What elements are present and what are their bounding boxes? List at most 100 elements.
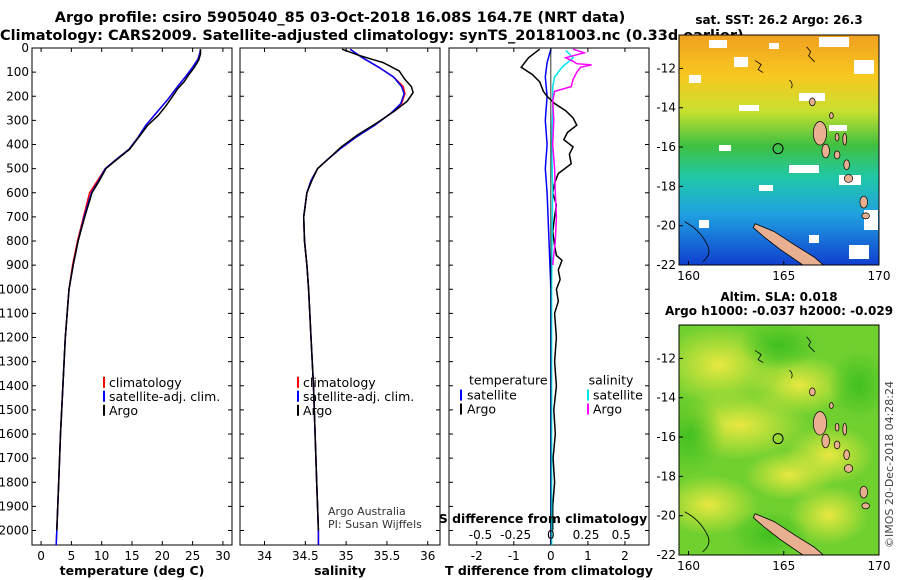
sst-map-title: sat. SST: 26.2 Argo: 26.3	[695, 13, 862, 27]
vanuatu-island	[843, 464, 854, 473]
vanuatu-island	[843, 449, 850, 461]
bathymetry-contour	[789, 79, 793, 89]
vanuatu-island	[821, 143, 830, 159]
argo-float-marker	[772, 143, 784, 155]
difference-xtick-label: 1	[584, 549, 592, 563]
salinity-legend-label: climatology	[303, 375, 376, 390]
profile-panel-salinity: 34 34.5 35 35.5 36 salinity climatologysatelli…	[239, 47, 441, 578]
bathymetry-contour	[754, 60, 764, 73]
map-sla: 160 165 170 -12 -14 -16 -18 -20 -22 Altim. SLA: 0…	[656, 290, 893, 573]
depth-tick-label: 500	[6, 162, 29, 176]
vanuatu-island	[834, 132, 840, 142]
cloud-gap	[789, 165, 819, 173]
sla-field	[679, 325, 879, 555]
salinity-xtick-label: 34	[257, 549, 272, 563]
sla-lat-tick-label: -14	[656, 391, 676, 405]
temperature-series-climatology	[55, 49, 202, 546]
salinity-annotation-line: Argo Australia	[328, 505, 406, 518]
cloud-gap	[719, 145, 731, 151]
difference-s-tick-label: 0.25	[573, 528, 600, 542]
depth-tick-label: 1200	[0, 331, 29, 345]
bathymetry-contour	[806, 336, 815, 353]
temperature-legend-label: Argo	[109, 403, 138, 418]
difference-s-tick-label: 0	[547, 528, 555, 542]
cloud-gap	[759, 185, 773, 191]
vanuatu-island	[834, 422, 840, 432]
sst-field	[679, 35, 879, 265]
salinity-legend-label: Argo	[303, 403, 332, 418]
vanuatu-island	[833, 150, 841, 160]
salinity-xlabel: salinity	[314, 563, 366, 578]
sla-lat-tick-label: -20	[656, 509, 676, 523]
salinity-xtick-label: 35	[338, 549, 353, 563]
vanuatu-island	[861, 212, 870, 220]
sla-low-anomaly	[729, 510, 809, 555]
cloud-gap	[809, 235, 819, 243]
cloud-gap	[699, 220, 709, 228]
salinity-axes-box	[239, 47, 441, 546]
salinity-xtick-label: 34.5	[292, 549, 319, 563]
sla-map-title-line-1: Altim. SLA: 0.018	[720, 290, 837, 304]
sst-lat-tick-label: -16	[656, 140, 676, 154]
sla-high-anomaly	[744, 450, 834, 500]
depth-tick-label: 1100	[0, 306, 29, 320]
vanuatu-island	[809, 387, 816, 397]
difference-s-label: S difference from climatology	[439, 511, 648, 526]
temperature-xtick-label: 0	[37, 549, 45, 563]
vanuatu-island	[809, 97, 816, 107]
difference-series-s-argo	[551, 48, 592, 266]
depth-tick-label: 800	[6, 234, 29, 248]
difference-s-tick-label: -0.5	[469, 528, 492, 542]
salinity-legend-label: satellite-adj. clim.	[303, 389, 414, 404]
sla-high-anomaly	[789, 485, 869, 545]
sla-low-anomaly	[679, 395, 724, 475]
vanuatu-island	[861, 502, 870, 510]
cloud-gap	[854, 60, 874, 74]
depth-tick-label: 0	[21, 41, 29, 55]
difference-axes-box	[448, 47, 650, 546]
temperature-xtick-label: 20	[155, 549, 170, 563]
vanuatu-island	[842, 422, 847, 436]
depth-tick-label: 1800	[0, 475, 29, 489]
salinity-xtick-label: 35.5	[374, 549, 401, 563]
cloud-gap	[799, 93, 825, 101]
salinity-annotation-line: PI: Susan Wijffels	[328, 518, 422, 531]
temperature-xlabel: temperature (deg C)	[60, 563, 205, 578]
depth-tick-label: 400	[6, 138, 29, 152]
difference-legend-label: Argo	[467, 402, 496, 417]
difference-legend-label: satellite	[467, 388, 517, 403]
difference-s-tick-label: -0.25	[500, 528, 531, 542]
bathymetry-contour	[684, 511, 710, 553]
argo-float-marker	[772, 433, 784, 445]
vanuatu-island	[821, 433, 830, 449]
depth-tick-label: 2000	[0, 524, 29, 538]
sla-low-anomaly	[739, 325, 819, 370]
imos-timestamp: ©IMOS 20-Dec-2018 04:28:24	[883, 381, 896, 548]
temperature-series-satellite-adj-clim-	[55, 49, 202, 546]
depth-tick-label: 1500	[0, 403, 29, 417]
cloud-gap	[769, 43, 779, 49]
temperature-xtick-label: 15	[124, 549, 139, 563]
vanuatu-island	[812, 121, 827, 146]
difference-legend-label: satellite	[593, 388, 643, 403]
difference-s-tick-label: 0.5	[612, 528, 631, 542]
salinity-series-climatology	[302, 48, 406, 545]
salinity-xtick-label: 36	[420, 549, 435, 563]
cloud-gap	[689, 75, 701, 83]
vanuatu-island	[833, 440, 841, 450]
sst-map-frame	[678, 34, 880, 266]
sla-lat-tick-label: -18	[656, 469, 676, 483]
bathymetry-contour	[684, 221, 710, 263]
vanuatu-island	[859, 195, 868, 209]
difference-series-s-satellite	[550, 49, 575, 545]
sst-lon-tick-label: 160	[677, 269, 700, 283]
map-sst: 160 165 170 -12 -14 -16 -18 -20 -22 sat. SST: 26.…	[656, 13, 890, 283]
bathymetry-contour	[754, 350, 764, 363]
depth-tick-label: 900	[6, 258, 29, 272]
plot-title-line-2: Climatology: CARS2009. Satellite-adjuste…	[0, 28, 744, 44]
sst-lat-tick-label: -18	[656, 179, 676, 193]
depth-tick-label: 1900	[0, 499, 29, 513]
sst-lat-tick-label: -20	[656, 219, 676, 233]
cloud-gap	[739, 105, 759, 111]
